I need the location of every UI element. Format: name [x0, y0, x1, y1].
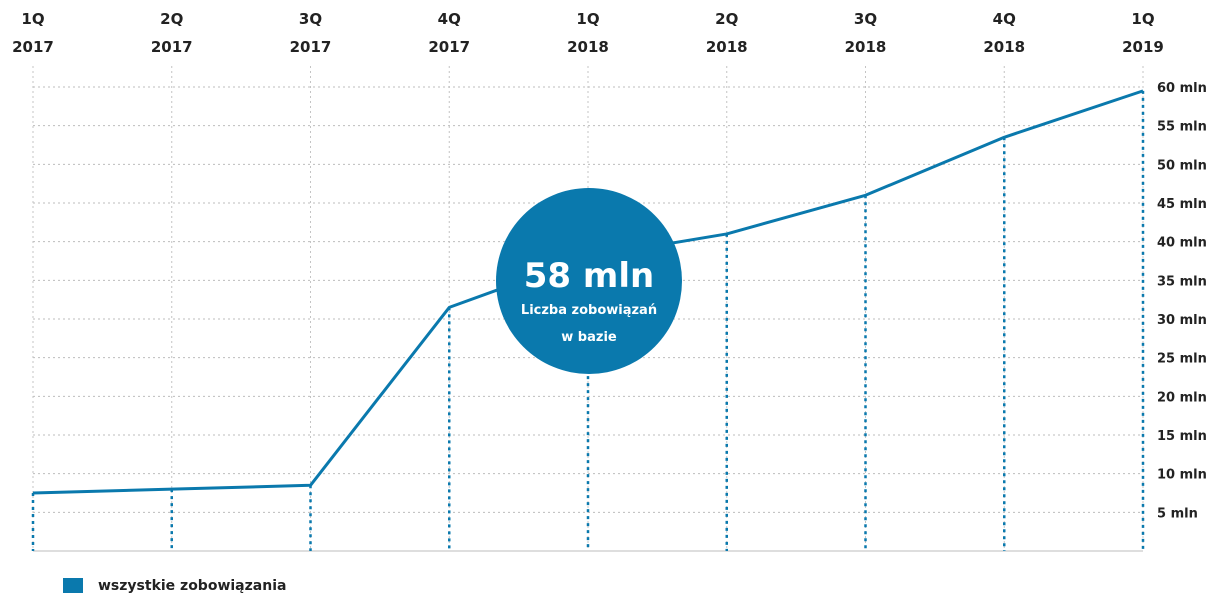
- x-tick-label: 2018: [983, 38, 1025, 56]
- x-tick-label: 2017: [151, 38, 193, 56]
- y-axis-labels: 5 mln 10 mln 15 mln 20 mln 25 mln 30 mln 35 ml…: [1157, 81, 1207, 521]
- callout-bubble: 58 mln Liczba zobowiązań w bazie: [496, 188, 682, 374]
- callout-circle: [496, 188, 682, 374]
- y-tick-label: 20 mln: [1157, 390, 1207, 405]
- x-tick-label: 1Q: [1131, 10, 1154, 28]
- callout-line2: w bazie: [561, 330, 617, 345]
- y-tick-label: 15 mln: [1157, 429, 1207, 444]
- callout-line1: Liczba zobowiązań: [521, 303, 657, 318]
- x-tick-label: 4Q: [993, 10, 1016, 28]
- x-tick-label: 1Q: [21, 10, 44, 28]
- x-axis-labels: 1Q 2017 2Q 2017 3Q 2017 4Q 2017 1Q 2018 2Q 2018 3Q 20…: [12, 10, 1164, 56]
- x-tick-label: 3Q: [299, 10, 322, 28]
- x-tick-label: 2018: [845, 38, 887, 56]
- y-tick-label: 45 mln: [1157, 197, 1207, 212]
- y-tick-label: 5 mln: [1157, 506, 1198, 521]
- x-tick-label: 2Q: [160, 10, 183, 28]
- y-tick-label: 35 mln: [1157, 274, 1207, 289]
- x-tick-label: 4Q: [438, 10, 461, 28]
- x-tick-label: 1Q: [576, 10, 599, 28]
- y-tick-label: 60 mln: [1157, 81, 1207, 96]
- drop-lines: [31, 90, 1145, 551]
- y-tick-label: 25 mln: [1157, 352, 1207, 367]
- callout-value: 58 mln: [524, 256, 654, 296]
- legend-label: wszystkie zobowiązania: [98, 578, 286, 593]
- y-tick-label: 10 mln: [1157, 468, 1207, 483]
- x-tick-label: 2017: [428, 38, 470, 56]
- y-tick-label: 55 mln: [1157, 120, 1207, 135]
- x-tick-label: 2018: [567, 38, 609, 56]
- legend: wszystkie zobowiązania: [63, 578, 286, 593]
- y-tick-label: 30 mln: [1157, 313, 1207, 328]
- x-tick-label: 3Q: [854, 10, 877, 28]
- x-tick-label: 2Q: [715, 10, 738, 28]
- legend-swatch: [63, 578, 83, 593]
- x-tick-label: 2019: [1122, 38, 1164, 56]
- x-tick-label: 2017: [290, 38, 332, 56]
- x-tick-label: 2018: [706, 38, 748, 56]
- y-tick-label: 40 mln: [1157, 236, 1207, 251]
- x-tick-label: 2017: [12, 38, 54, 56]
- y-tick-label: 50 mln: [1157, 158, 1207, 173]
